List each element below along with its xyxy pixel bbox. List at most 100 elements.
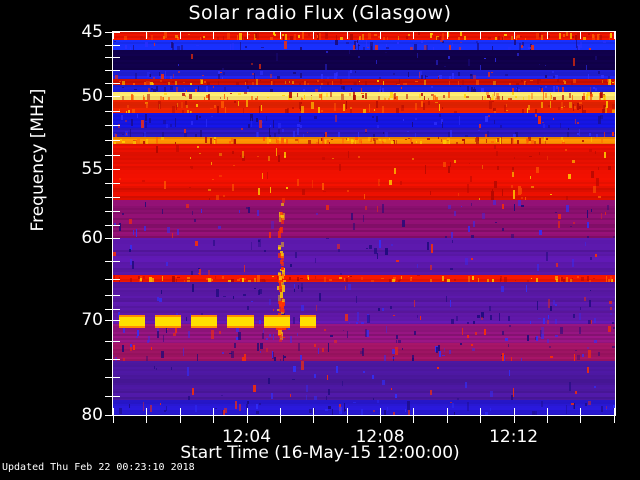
spectrogram-speckle	[318, 139, 320, 145]
spectrogram-speckle	[500, 278, 502, 283]
x-axis-tick-inner	[413, 408, 414, 415]
spectrogram-speckle	[520, 187, 522, 194]
spectrogram-speckle	[383, 131, 385, 135]
spectrogram-speckle	[260, 351, 262, 353]
spectrogram-speckle	[299, 125, 302, 130]
spectrogram-speckle	[139, 36, 143, 43]
spectrogram-speckle	[517, 88, 521, 91]
spectrogram-speckle	[593, 86, 596, 90]
spectrogram-speckle	[435, 97, 439, 101]
spectrogram-speckle	[612, 326, 615, 330]
spectrogram-speckle	[330, 334, 334, 337]
spectrogram-speckle	[244, 45, 247, 49]
spectrogram-speckle	[257, 240, 260, 242]
band-texture-row	[113, 190, 615, 193]
spectrogram-speckle	[251, 96, 254, 104]
x-axis-tick-top	[213, 32, 214, 39]
spectrogram-speckle	[518, 42, 521, 50]
spectrogram-speckle	[492, 100, 495, 103]
spectrogram-speckle	[212, 240, 215, 247]
spectrogram-speckle	[298, 284, 300, 290]
spectrogram-speckle	[255, 33, 258, 38]
radio-burst-feature	[281, 261, 285, 266]
band-texture-row	[113, 367, 615, 370]
band-texture-row	[113, 125, 615, 128]
spectrogram-speckle	[471, 343, 474, 346]
spectrogram-speckle	[451, 319, 455, 327]
spectrogram-speckle	[561, 86, 564, 93]
band-texture-row	[113, 76, 615, 79]
spectrogram-speckle	[451, 42, 453, 46]
spectrogram-speckle	[490, 71, 493, 74]
band-texture-row	[113, 334, 615, 337]
spectrogram-speckle	[481, 212, 485, 220]
band-texture-row	[113, 310, 615, 313]
spectrogram-speckle	[290, 394, 292, 397]
spectrogram-speckle	[121, 213, 124, 215]
radio-burst-feature	[280, 253, 284, 259]
spectrogram-speckle	[472, 275, 475, 281]
spectrogram-speckle	[281, 94, 285, 97]
band-texture-row	[113, 272, 615, 275]
spectrogram-speckle	[266, 348, 269, 353]
spectrogram-speckle	[550, 356, 554, 359]
radio-burst-feature	[282, 285, 286, 292]
spectrogram-speckle	[207, 94, 210, 101]
spectrogram-speckle	[307, 82, 310, 87]
spectrogram-speckle	[601, 213, 603, 220]
spectrogram-speckle	[485, 116, 489, 122]
spectrogram-speckle	[297, 92, 299, 97]
spectrogram-speckle	[575, 390, 578, 395]
spectrogram-speckle	[393, 276, 397, 281]
spectrogram-speckle	[407, 131, 410, 133]
band-texture-row	[113, 315, 615, 318]
spectrogram-speckle	[612, 109, 615, 114]
spectrogram-speckle	[484, 58, 487, 60]
spectrogram-speckle	[143, 226, 146, 231]
spectrogram-speckle	[491, 140, 495, 143]
spectrogram-speckle	[301, 286, 304, 293]
spectrogram-speckle	[572, 221, 575, 225]
spectrogram-speckle	[327, 375, 329, 380]
spectrogram-speckle	[161, 289, 163, 295]
radio-burst-feature	[281, 274, 285, 277]
spectrogram-speckle	[321, 73, 324, 82]
spectrogram-speckle	[365, 131, 368, 133]
spectrogram-speckle	[538, 63, 540, 66]
spectrogram-speckle	[514, 95, 517, 98]
spectrogram-speckle	[569, 382, 572, 391]
spectrogram-speckle	[450, 129, 453, 138]
spectrogram-speckle	[594, 340, 598, 344]
spectrogram-speckle	[218, 331, 221, 335]
spectrogram-speckle	[561, 106, 564, 109]
spectrogram-speckle	[449, 268, 453, 270]
spectrogram-speckle	[258, 289, 261, 296]
band-texture-row	[113, 244, 615, 247]
spectrogram-speckle	[283, 356, 286, 359]
spectrogram-speckle	[292, 107, 295, 109]
spectrogram-speckle	[538, 230, 542, 236]
radio-burst-feature	[278, 295, 282, 301]
band-texture-row	[113, 383, 615, 386]
page-title: Solar radio Flux (Glasgow)	[188, 2, 452, 24]
spectrogram-speckle	[253, 73, 255, 81]
band-texture-row	[113, 264, 615, 267]
spectrogram-speckle	[602, 95, 606, 104]
spectrogram-speckle	[212, 178, 215, 180]
spectrogram-speckle	[306, 395, 308, 404]
spectrogram-speckle	[447, 131, 450, 141]
spectrogram-speckle	[462, 79, 465, 87]
spectrogram-speckle	[400, 87, 402, 90]
spectrogram-speckle	[406, 35, 409, 40]
x-axis-tick	[180, 415, 181, 423]
spectrogram-speckle	[163, 120, 167, 125]
spectrogram-speckle	[160, 96, 163, 104]
spectrogram-speckle	[586, 65, 588, 73]
spectrogram-speckle	[380, 278, 384, 280]
spectrogram-speckle	[207, 277, 211, 285]
spectrogram-speckle	[313, 396, 317, 400]
spectrogram-speckle	[132, 109, 136, 116]
x-axis-tick	[280, 415, 281, 423]
band-texture-row	[113, 292, 615, 295]
band-texture-row	[113, 266, 615, 269]
